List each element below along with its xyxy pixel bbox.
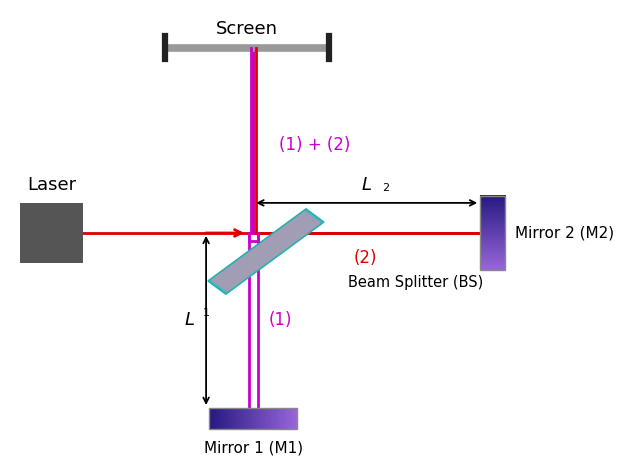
Text: Mirror 1 (M1): Mirror 1 (M1)	[204, 440, 303, 455]
Polygon shape	[210, 211, 322, 293]
Polygon shape	[209, 210, 323, 293]
Polygon shape	[209, 209, 323, 294]
Text: 2: 2	[383, 183, 390, 193]
Polygon shape	[209, 210, 323, 293]
Polygon shape	[208, 209, 324, 294]
Text: 1: 1	[203, 308, 210, 318]
Polygon shape	[211, 211, 321, 292]
Polygon shape	[211, 211, 321, 292]
Polygon shape	[209, 209, 323, 294]
Text: L: L	[185, 311, 195, 329]
Text: Laser: Laser	[28, 176, 76, 194]
Polygon shape	[209, 210, 323, 293]
Text: Beam Splitter (BS): Beam Splitter (BS)	[348, 274, 483, 290]
Polygon shape	[211, 211, 321, 292]
Bar	[209, 408, 298, 429]
Bar	[480, 196, 505, 270]
Text: (2): (2)	[354, 249, 378, 267]
Bar	[20, 203, 83, 263]
Polygon shape	[210, 210, 322, 293]
Text: (1) + (2): (1) + (2)	[278, 136, 350, 154]
Text: L: L	[362, 176, 372, 194]
Polygon shape	[209, 210, 323, 294]
Polygon shape	[210, 210, 322, 293]
Text: (1): (1)	[269, 311, 292, 329]
Polygon shape	[211, 211, 321, 292]
Text: Mirror 2 (M2): Mirror 2 (M2)	[515, 226, 614, 240]
Text: Screen: Screen	[216, 20, 278, 38]
Polygon shape	[208, 209, 324, 294]
